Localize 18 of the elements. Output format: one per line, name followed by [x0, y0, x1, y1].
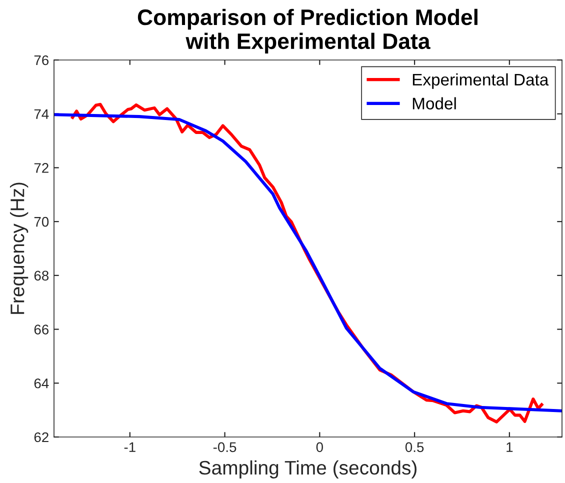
legend-label: Model: [412, 97, 456, 110]
chart-title: Comparison of Prediction Model with Experimental Data: [138, 8, 478, 54]
y-tick-label: 70: [34, 216, 49, 227]
x-tick-label: 0: [316, 442, 323, 452]
x-tick-label: -0.5: [213, 442, 236, 452]
legend-label: Experimental Data: [412, 73, 549, 89]
y-tick-label: 72: [34, 163, 48, 173]
y-tick-label: 74: [34, 109, 49, 119]
y-axis-title: Frequency (Hz): [10, 182, 28, 314]
x-axis-title: Sampling Time (seconds): [199, 460, 416, 478]
x-tick-label: -1: [124, 442, 136, 452]
x-tick-label: 0.5: [405, 442, 424, 452]
y-tick-label: 76: [34, 55, 49, 66]
y-tick-label: 62: [34, 432, 48, 442]
y-tick-label: 66: [34, 324, 49, 334]
x-tick-label: 1: [506, 442, 513, 452]
y-tick-label: 64: [34, 378, 49, 388]
y-tick-label: 68: [34, 270, 49, 281]
